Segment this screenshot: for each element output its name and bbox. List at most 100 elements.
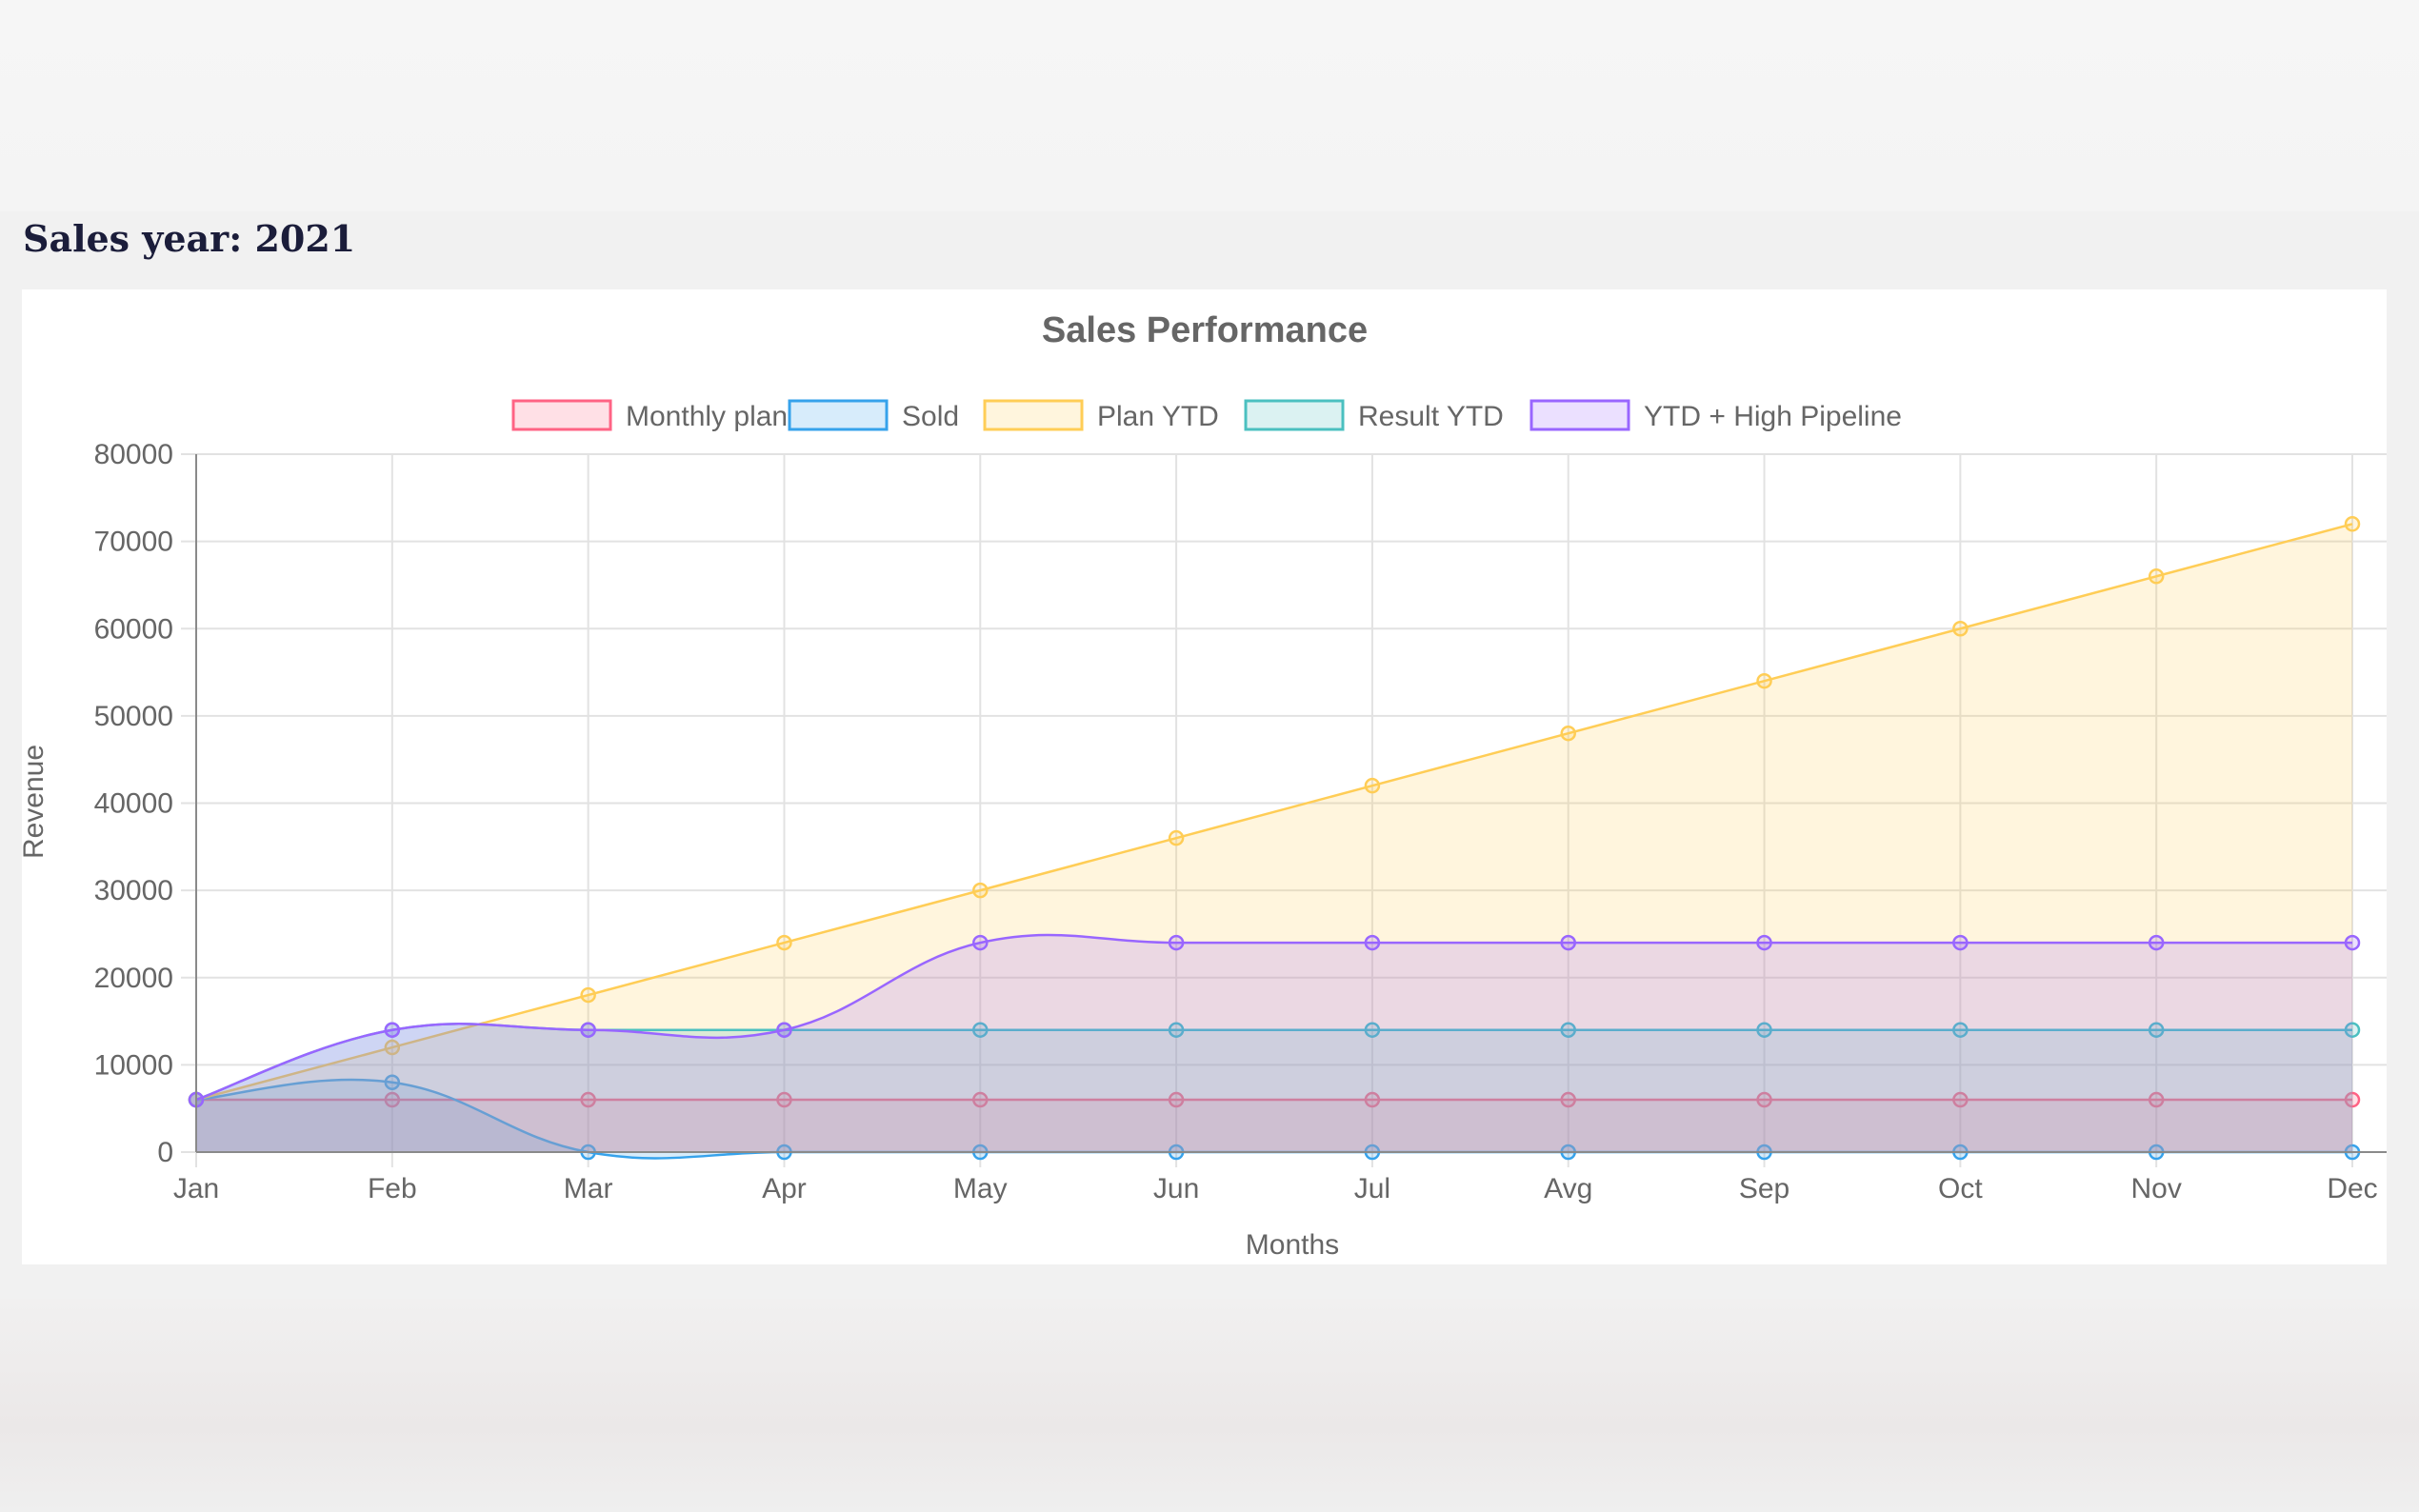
y-tick-label: 30000 (94, 875, 173, 906)
legend-swatch (1244, 399, 1345, 431)
data-point (1560, 1091, 1576, 1108)
x-tick-label: May (953, 1173, 1008, 1204)
data-point (384, 1074, 401, 1090)
x-tick-label: Jul (1354, 1173, 1390, 1204)
legend-item: YTD + High Pipeline (1529, 399, 1902, 432)
data-point (1364, 1091, 1381, 1108)
x-tick-label: Avg (1544, 1173, 1592, 1204)
series-group (188, 516, 2361, 1161)
data-point (1168, 1091, 1185, 1108)
data-point (580, 1091, 596, 1108)
data-point (1756, 1022, 1772, 1038)
series-area (196, 1079, 2352, 1159)
x-axis-title: Months (1246, 1229, 1339, 1261)
y-tick-label: 0 (157, 1137, 173, 1168)
x-tick-label: Dec (2327, 1173, 2377, 1204)
data-point (2148, 1091, 2165, 1108)
data-point (1364, 934, 1381, 951)
data-point (1952, 1091, 1969, 1108)
x-tick-label: Feb (368, 1173, 417, 1204)
legend-label: YTD + High Pipeline (1644, 401, 1902, 432)
data-point (1952, 934, 1969, 951)
y-tick-label: 40000 (94, 788, 173, 820)
y-tick-label: 70000 (94, 527, 173, 558)
page-title: Sales year: 2021 (23, 217, 356, 260)
x-axis-ticks: Jan Feb Mar Apr May Jun Jul Avg Sep Oct Nov Dec (173, 1173, 2378, 1204)
x-tick-label: Apr (762, 1173, 807, 1204)
data-point (2344, 934, 2361, 951)
legend-label: Monthly plan (626, 401, 788, 432)
legend-label: Plan YTD (1097, 401, 1219, 432)
data-point (972, 1022, 989, 1038)
data-point (580, 986, 596, 1004)
series-area (196, 524, 2352, 1152)
data-point (2148, 934, 2165, 951)
data-point (1560, 725, 1576, 742)
data-point (384, 1022, 401, 1038)
legend-item: Plan YTD (983, 399, 1219, 432)
chart-legend: Monthly plan Sold Plan YTD Result YTD YTD + … (511, 399, 1902, 432)
data-point (1952, 1022, 1969, 1038)
bottom-background (0, 1299, 2419, 1512)
x-tick-label: Oct (1938, 1173, 1983, 1204)
legend-swatch (511, 399, 612, 431)
data-point (1168, 829, 1185, 846)
data-point (972, 882, 989, 899)
legend-swatch (788, 399, 889, 431)
series-area (196, 934, 2352, 1152)
legend-item: Monthly plan (511, 399, 788, 432)
data-point (1168, 934, 1185, 951)
series (188, 933, 2361, 1152)
data-point (1756, 1091, 1772, 1108)
data-point (2344, 1022, 2361, 1038)
legend-swatch (1529, 399, 1630, 431)
x-tick-label: Sep (1739, 1173, 1789, 1204)
legend-label: Result YTD (1358, 401, 1504, 432)
data-point (2344, 1091, 2361, 1108)
data-point (776, 934, 792, 951)
data-point (1364, 1022, 1381, 1038)
data-point (776, 1091, 792, 1108)
series-line (195, 933, 2352, 1102)
legend-item: Result YTD (1244, 399, 1504, 432)
series-line (195, 523, 2353, 1102)
data-point (384, 1039, 401, 1056)
legend-swatch (983, 399, 1084, 431)
series-area (196, 1024, 2352, 1152)
x-tick-label: Jan (173, 1173, 219, 1204)
legend-label: Sold (902, 401, 959, 432)
y-axis-title: Revenue (22, 745, 50, 859)
legend-item: Sold (788, 399, 959, 432)
data-point (972, 1091, 989, 1108)
data-point (1168, 1022, 1185, 1038)
series-area (196, 1100, 2352, 1152)
data-point (580, 1022, 596, 1038)
data-point (2148, 568, 2165, 585)
data-point (1756, 934, 1772, 951)
sales-performance-chart: Sales Performance Monthly plan Sold Plan YT… (22, 310, 2387, 1261)
data-point (384, 1091, 401, 1108)
top-background (0, 0, 2419, 211)
data-point (972, 934, 989, 951)
data-point (1364, 777, 1381, 794)
data-point (1560, 1022, 1576, 1038)
data-point (1560, 934, 1576, 951)
y-axis-ticks: 0 10000 20000 30000 40000 50000 60000 70000 8000… (94, 439, 173, 1168)
series (188, 516, 2361, 1152)
data-point (776, 1022, 792, 1038)
chart-title: Sales Performance (1042, 310, 1368, 350)
data-point (1952, 621, 1969, 637)
y-tick-label: 80000 (94, 439, 173, 470)
series (188, 1091, 2361, 1152)
chart-card: Sales Performance Monthly plan Sold Plan YT… (22, 289, 2387, 1264)
x-tick-label: Mar (564, 1173, 613, 1204)
data-point (1756, 672, 1772, 689)
y-tick-label: 50000 (94, 701, 173, 732)
y-tick-label: 60000 (94, 613, 173, 645)
data-point (2148, 1022, 2165, 1038)
x-tick-label: Nov (2131, 1173, 2182, 1204)
x-tick-label: Jun (1153, 1173, 1199, 1204)
data-point (2344, 516, 2361, 532)
y-tick-label: 10000 (94, 1049, 173, 1081)
y-tick-label: 20000 (94, 963, 173, 994)
